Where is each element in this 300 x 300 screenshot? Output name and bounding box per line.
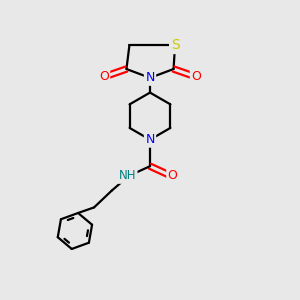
Text: NH: NH [118,169,136,182]
Text: O: O [168,169,178,182]
Text: O: O [99,70,109,83]
Text: N: N [145,71,155,84]
Text: N: N [145,133,155,146]
Text: O: O [191,70,201,83]
Text: S: S [171,38,179,52]
